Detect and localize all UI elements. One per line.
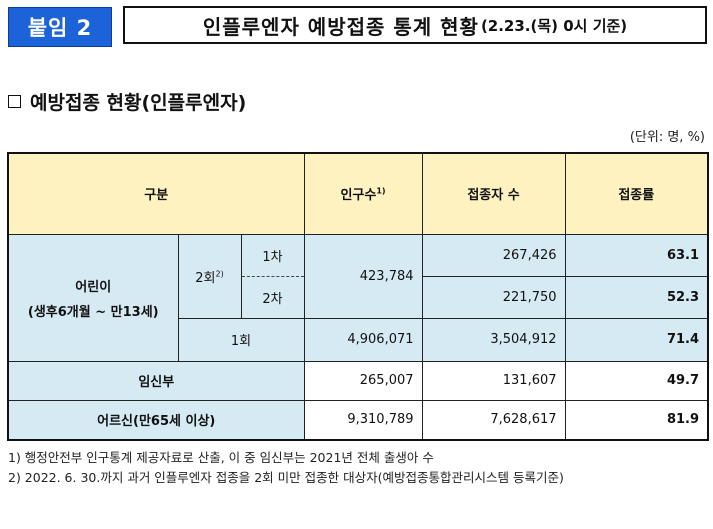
elderly-label: 어르신(만65세 이상)	[7, 399, 305, 441]
checkbox-square-icon	[8, 95, 21, 108]
table-row: 2차 221,750 52.3	[8, 275, 709, 319]
title-date: (2.23.(목) 0시 기준)	[480, 16, 628, 35]
footnote-ref-1: 1)	[376, 186, 386, 196]
children-label: 어린이 (생후6개월 ~ 만13세)	[7, 233, 179, 362]
two-dose-text: 2회	[195, 270, 216, 286]
section-heading: 예방접종 현황(인플루엔자)	[8, 88, 246, 115]
children-label-line2: (생후6개월 ~ 만13세)	[27, 304, 159, 320]
two-dose-population: 423,784	[303, 233, 423, 319]
header-rate: 접종률	[564, 152, 709, 235]
elderly-vaccinated: 7,628,617	[421, 399, 566, 441]
one-dose-rate: 71.4	[564, 317, 709, 362]
dose2-vaccinated: 221,750	[421, 275, 566, 319]
footnote-ref-2: 2)	[215, 269, 224, 279]
table-row: 임신부 265,007 131,607 49.7	[7, 360, 709, 401]
table-header-row: 구분 인구수1) 접종자 수 접종률	[7, 152, 709, 235]
section-heading-text: 예방접종 현황(인플루엔자)	[30, 92, 247, 114]
dose1-label: 1차	[240, 233, 305, 277]
page-title: 인플루엔자 예방접종 통계 현황 (2.23.(목) 0시 기준)	[123, 6, 707, 44]
pregnant-population: 265,007	[303, 360, 423, 401]
one-dose-label: 1회	[177, 317, 305, 362]
footnotes: 1) 행정안전부 인구통계 제공자료로 산출, 이 중 임신부는 2021년 전…	[8, 448, 564, 488]
dose2-rate: 52.3	[564, 275, 709, 319]
two-dose-label: 2회2)	[177, 233, 242, 319]
header-population-label: 인구수	[340, 188, 377, 204]
table-row: 1회 4,906,071 3,504,912 71.4	[8, 317, 709, 362]
children-label-line1: 어린이	[75, 279, 112, 295]
table-row: 어르신(만65세 이상) 9,310,789 7,628,617 81.9	[7, 399, 709, 441]
header-vaccinated: 접종자 수	[421, 152, 566, 235]
table-row: 어린이 (생후6개월 ~ 만13세) 2회2) 1차 423,784 267,4…	[7, 233, 709, 362]
pregnant-rate: 49.7	[564, 360, 709, 401]
one-dose-vaccinated: 3,504,912	[421, 317, 566, 362]
unit-note: (단위: 명, %)	[629, 130, 705, 145]
vaccination-table: 구분 인구수1) 접종자 수 접종률 어린이 (생후6개월 ~ 만13세) 2회…	[7, 152, 710, 441]
footnote-1: 1) 행정안전부 인구통계 제공자료로 산출, 이 중 임신부는 2021년 전…	[8, 450, 434, 465]
one-dose-population: 4,906,071	[303, 317, 423, 362]
elderly-rate: 81.9	[564, 399, 709, 441]
pregnant-label: 임신부	[7, 360, 305, 401]
title-main: 인플루엔자 예방접종 통계 현황	[202, 14, 479, 39]
elderly-population: 9,310,789	[303, 399, 423, 441]
dose1-rate: 63.1	[564, 233, 709, 277]
pregnant-vaccinated: 131,607	[421, 360, 566, 401]
dose2-label: 2차	[240, 275, 305, 319]
header-population: 인구수1)	[303, 152, 423, 235]
footnote-2: 2) 2022. 6. 30.까지 과거 인플루엔자 접종을 2회 미만 접종한…	[8, 470, 564, 485]
header-category: 구분	[7, 152, 305, 235]
dose1-vaccinated: 267,426	[421, 233, 566, 277]
attachment-badge: 붙임 2	[8, 7, 112, 47]
